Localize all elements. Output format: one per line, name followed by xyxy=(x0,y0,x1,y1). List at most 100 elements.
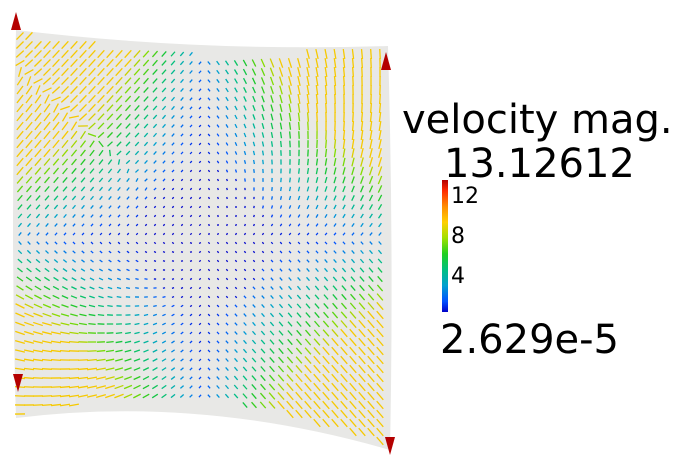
velocity-arrow xyxy=(80,186,86,192)
velocity-arrow xyxy=(135,169,139,173)
velocity-arrow xyxy=(16,166,24,176)
velocity-arrow xyxy=(333,84,337,96)
velocity-arrow xyxy=(216,78,220,84)
velocity-arrow xyxy=(278,312,284,318)
velocity-arrow xyxy=(269,365,275,373)
velocity-arrow xyxy=(315,186,319,192)
velocity-arrow xyxy=(225,151,229,155)
velocity-arrow xyxy=(261,123,265,129)
velocity-arrow xyxy=(23,358,35,362)
velocity-arrow xyxy=(367,427,375,437)
velocity-arrow xyxy=(314,311,320,319)
velocity-arrow xyxy=(180,106,184,110)
velocity-arrow xyxy=(97,76,105,86)
velocity-arrow xyxy=(52,40,60,50)
velocity-arrow xyxy=(270,303,274,309)
velocity-arrow xyxy=(90,250,94,254)
velocity-arrow xyxy=(144,241,148,245)
velocity-arrow xyxy=(98,149,104,157)
velocity-arrow xyxy=(79,140,87,148)
velocity-arrow xyxy=(225,160,229,164)
velocity-arrow xyxy=(225,232,229,236)
velocity-arrow xyxy=(34,130,42,140)
velocity-arrow xyxy=(243,241,247,245)
velocity-arrow xyxy=(96,393,106,399)
velocity-arrow xyxy=(278,356,284,364)
velocity-arrow xyxy=(315,57,319,69)
velocity-arrow xyxy=(32,340,44,344)
velocity-arrow xyxy=(61,286,69,290)
velocity-arrow xyxy=(88,304,96,308)
velocity-arrow xyxy=(126,214,130,218)
velocity-arrow xyxy=(376,337,384,347)
velocity-arrow xyxy=(61,304,69,308)
velocity-arrow xyxy=(60,95,70,103)
velocity-arrow xyxy=(277,374,285,382)
velocity-arrow xyxy=(234,87,238,93)
velocity-arrow xyxy=(225,358,229,362)
velocity-arrow xyxy=(90,259,94,263)
velocity-arrow xyxy=(45,223,49,227)
velocity-arrow xyxy=(42,68,52,76)
velocity-arrow xyxy=(234,331,238,335)
velocity-arrow xyxy=(15,294,25,300)
velocity-arrow xyxy=(88,103,96,113)
colorbar-tick-4: 4 xyxy=(451,264,465,289)
velocity-arrow xyxy=(342,75,346,87)
velocity-arrow xyxy=(162,304,166,308)
velocity-arrow xyxy=(279,214,283,218)
velocity-arrow xyxy=(198,349,202,353)
velocity-arrow xyxy=(98,295,104,299)
velocity-arrow xyxy=(59,394,71,398)
velocity-arrow xyxy=(198,88,202,92)
velocity-arrow xyxy=(50,349,62,353)
velocity-arrow xyxy=(152,105,158,111)
velocity-arrow xyxy=(324,195,328,201)
velocity-arrow xyxy=(43,285,51,291)
velocity-arrow xyxy=(162,178,166,182)
velocity-arrow xyxy=(216,349,220,353)
velocity-arrow xyxy=(297,84,301,96)
velocity-arrow xyxy=(153,205,157,209)
velocity-arrow xyxy=(115,349,123,353)
velocity-arrow xyxy=(180,376,184,380)
velocity-arrow xyxy=(217,205,219,209)
velocity-arrow xyxy=(376,319,384,329)
velocity-arrow xyxy=(162,214,166,218)
velocity-arrow xyxy=(253,214,255,218)
velocity-arrow xyxy=(53,259,59,263)
velocity-arrow xyxy=(306,75,310,87)
velocity-arrow xyxy=(71,286,77,290)
velocity-arrow xyxy=(153,178,157,182)
velocity-arrow xyxy=(61,76,69,86)
velocity-arrow xyxy=(332,276,338,282)
velocity-arrow xyxy=(52,148,60,158)
velocity-arrow xyxy=(216,160,220,164)
velocity-arrow xyxy=(72,241,76,245)
velocity-arrow xyxy=(252,259,256,263)
velocity-arrow xyxy=(79,85,87,95)
velocity-arrow xyxy=(333,167,337,175)
velocity-arrow xyxy=(234,123,238,129)
velocity-arrow xyxy=(161,358,167,362)
velocity-arrow xyxy=(342,148,346,158)
velocity-arrow xyxy=(26,249,32,255)
velocity-arrow xyxy=(86,394,98,398)
velocity-arrow xyxy=(80,168,86,174)
velocity-arrow xyxy=(313,338,321,346)
velocity-arrow xyxy=(368,185,374,193)
velocity-arrow xyxy=(333,157,337,167)
velocity-arrow xyxy=(152,313,158,317)
velocity-arrow xyxy=(279,85,283,95)
velocity-arrow xyxy=(99,259,103,263)
velocity-arrow xyxy=(289,177,291,183)
velocity-arrow xyxy=(349,311,357,319)
velocity-arrow xyxy=(243,87,247,93)
velocity-arrow xyxy=(225,295,229,299)
velocity-arrow xyxy=(295,409,303,419)
velocity-arrow xyxy=(171,340,175,344)
velocity-arrow xyxy=(367,328,375,338)
velocity-arrow xyxy=(143,96,149,102)
velocity-arrow xyxy=(270,250,274,254)
velocity-arrow xyxy=(52,121,60,131)
